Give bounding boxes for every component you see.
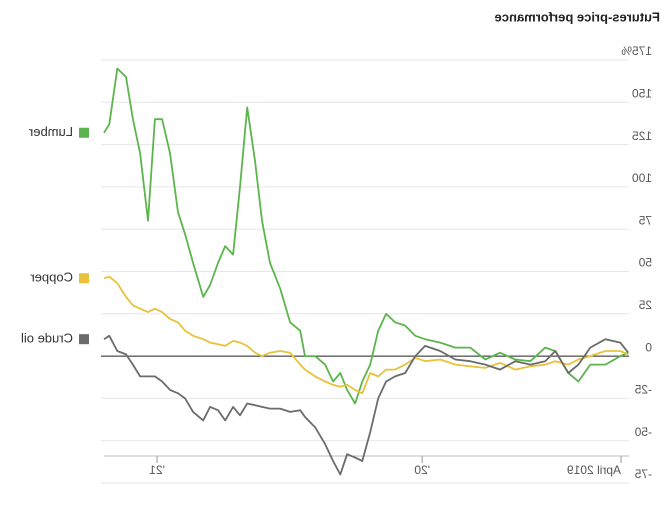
legend-label: Crude oil	[21, 331, 73, 346]
y-tick-label: 0	[645, 340, 652, 354]
y-tick-label: -50	[634, 425, 652, 439]
y-tick-label: 50	[638, 256, 652, 270]
y-tick-label: 125	[632, 129, 652, 143]
legend-swatch	[79, 273, 89, 284]
x-tick-label: '21	[149, 463, 165, 477]
series-line	[103, 334, 629, 476]
series-line	[103, 275, 629, 395]
y-tick-label: 75	[638, 213, 652, 227]
y-tick-label: 175%	[621, 44, 652, 58]
series-line	[103, 67, 629, 405]
x-tick-label: April 2019	[567, 463, 621, 477]
y-tick-label: 100	[632, 171, 652, 185]
legend-label: Copper	[30, 270, 73, 285]
legend-swatch	[79, 334, 89, 345]
y-tick-label: 150	[632, 86, 652, 100]
y-tick-label: -25	[634, 383, 652, 397]
legend-label: Lumber	[28, 124, 73, 139]
y-tick-label: -75	[634, 467, 652, 481]
y-tick-label: 25	[638, 298, 652, 312]
x-tick-label: '20	[414, 463, 430, 477]
legend-swatch	[79, 127, 89, 138]
chart-title: Futures-price performance	[495, 9, 660, 24]
